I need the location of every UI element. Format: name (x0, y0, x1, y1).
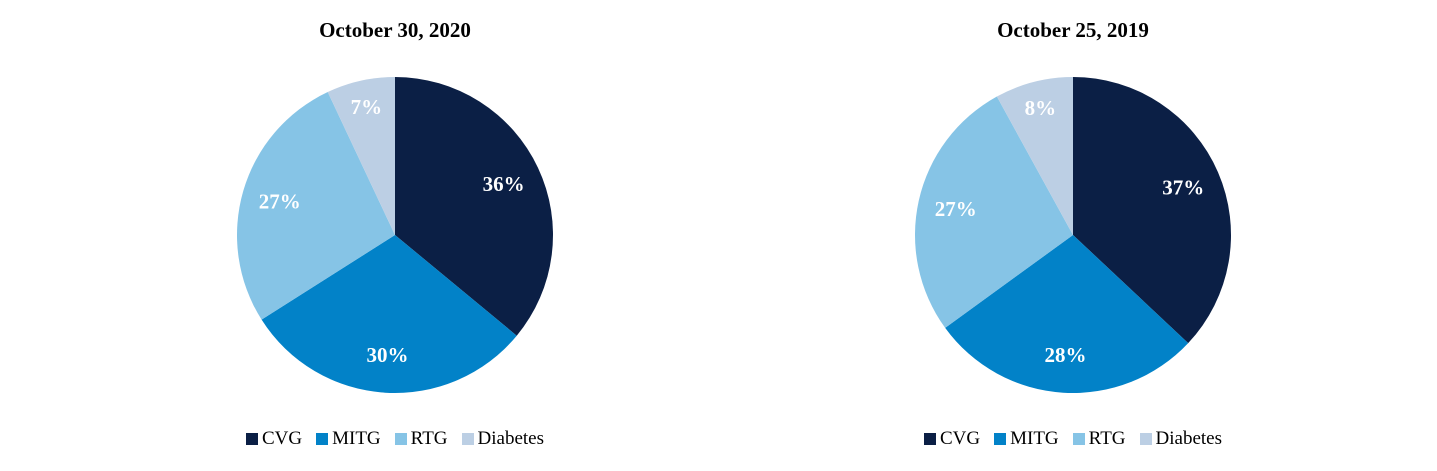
chart-panel-2019: October 25, 2019 37% 28% 27% 8% CVG MITG RT… (758, 0, 1388, 471)
data-label-diabetes: 7% (351, 95, 383, 119)
legend-item-diabetes: Diabetes (1139, 428, 1223, 450)
legend-swatch (245, 433, 258, 445)
legend-swatch (1139, 433, 1152, 445)
legend-swatch (1072, 433, 1085, 445)
data-label-cvg: 37% (1162, 175, 1204, 199)
legend-item-mitg: MITG (316, 428, 381, 450)
pie-slice-rtg (236, 92, 395, 320)
legend-item-diabetes: Diabetes (461, 428, 545, 450)
legend-swatch (461, 433, 474, 445)
chart-title: October 25, 2019 (997, 18, 1149, 42)
pie-slice-diabetes (327, 77, 395, 235)
chart-title: October 30, 2020 (319, 18, 471, 42)
legend: CVG MITG RTG Diabetes (758, 428, 1388, 450)
chart-panel-2020: October 30, 2020 36% 30% 27% 7% CVG MITG RT… (80, 0, 710, 471)
pie-slice-cvg (1073, 77, 1231, 344)
pie-slice-cvg (395, 77, 553, 336)
legend-item-mitg: MITG (994, 428, 1059, 450)
pie-slice-mitg (945, 235, 1189, 393)
legend-item-rtg: RTG (1072, 428, 1126, 450)
pie-slice-rtg (915, 96, 1073, 328)
data-label-rtg: 27% (259, 189, 301, 213)
legend-item-rtg: RTG (394, 428, 448, 450)
pie-slice-diabetes (996, 77, 1073, 235)
data-label-cvg: 36% (483, 172, 525, 196)
legend-swatch (923, 433, 936, 445)
legend-swatch (394, 433, 407, 445)
legend-label: MITG (332, 428, 381, 449)
legend-swatch (316, 433, 329, 445)
pie-slice-mitg (261, 235, 517, 393)
data-label-mitg: 30% (366, 343, 408, 367)
pie-chart: 36% 30% 27% 7% (236, 77, 553, 393)
legend-label: RTG (1088, 428, 1126, 449)
legend-item-cvg: CVG (245, 428, 303, 450)
legend-label: Diabetes (1155, 428, 1223, 449)
data-label-diabetes: 8% (1025, 96, 1057, 120)
legend: CVG MITG RTG Diabetes (80, 428, 710, 450)
legend-label: MITG (1010, 428, 1059, 449)
data-label-rtg: 27% (935, 197, 977, 221)
data-label-mitg: 28% (1044, 343, 1086, 367)
legend-item-cvg: CVG (923, 428, 981, 450)
legend-label: CVG (939, 428, 981, 449)
legend-swatch (994, 433, 1007, 445)
legend-label: CVG (261, 428, 303, 449)
legend-label: Diabetes (477, 428, 545, 449)
legend-label: RTG (410, 428, 448, 449)
pie-chart: 37% 28% 27% 8% (915, 77, 1231, 393)
